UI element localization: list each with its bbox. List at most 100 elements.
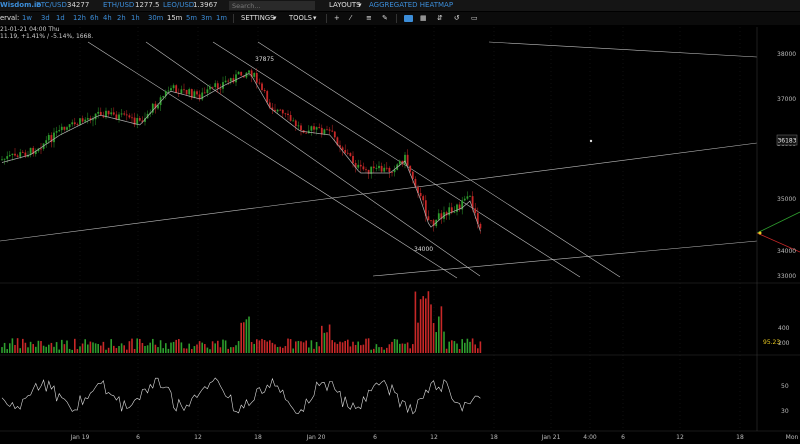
fib-icon[interactable]: ≡ — [366, 14, 372, 22]
window-icon[interactable]: ▭ — [471, 14, 478, 22]
candle-body — [136, 118, 139, 125]
trendline-icon[interactable]: ⁄ — [350, 14, 352, 22]
volume-bar — [209, 349, 211, 353]
heatmap-link[interactable]: AGGREGATED HEATMAP — [369, 1, 454, 9]
volume-bar — [79, 346, 81, 353]
volume-bar — [258, 340, 261, 353]
volume-bar — [32, 344, 34, 353]
candle-body — [232, 78, 235, 83]
time-tick-label: 6 — [621, 434, 625, 441]
interval-12h[interactable]: 12h — [73, 14, 86, 22]
candle-body — [365, 169, 367, 171]
volume-bar — [274, 344, 276, 353]
price-tick-label: 38000 — [777, 51, 796, 58]
volume-bar — [126, 349, 128, 353]
candle-body — [94, 113, 97, 120]
interval-1w[interactable]: 1w — [22, 14, 32, 22]
candle-body — [133, 117, 136, 125]
chevron-down-icon[interactable]: ▾ — [273, 14, 277, 22]
candle-body — [430, 220, 432, 222]
crosshair-icon[interactable]: + — [334, 14, 340, 22]
camera-icon[interactable] — [404, 15, 413, 22]
interval-2h[interactable]: 2h — [117, 14, 126, 22]
ticker-symbol[interactable]: BTC/USD — [36, 1, 67, 9]
interval-1h[interactable]: 1h — [131, 14, 140, 22]
candle-body — [68, 124, 71, 128]
volume-bar — [261, 338, 263, 353]
volume-bar — [406, 342, 409, 353]
settings-menu[interactable]: SETTINGS — [241, 14, 275, 22]
interval-30m[interactable]: 30m — [148, 14, 164, 22]
volume-bar — [14, 344, 16, 353]
candle-body — [63, 126, 66, 130]
candle-body — [297, 125, 300, 127]
volume-bar — [323, 332, 326, 353]
candle-body — [250, 70, 253, 77]
search-input[interactable] — [229, 1, 315, 10]
volume-bar — [318, 346, 320, 353]
volume-bar — [367, 338, 370, 353]
volume-bar — [123, 345, 125, 353]
volume-bar — [352, 341, 354, 353]
reset-icon[interactable]: ↺ — [454, 14, 460, 22]
candle-body — [328, 129, 331, 131]
volume-bar — [456, 343, 458, 353]
ticker-symbol[interactable]: LEO/USD — [163, 1, 195, 9]
volume-bar — [321, 325, 323, 353]
candle-body — [417, 187, 419, 193]
chevron-down-icon[interactable]: ▾ — [358, 1, 362, 9]
interval-1d[interactable]: 1d — [56, 14, 65, 22]
candle-body — [370, 166, 373, 174]
volume-bar — [172, 341, 175, 353]
low-annotation: 34000 — [414, 246, 433, 253]
compare-icon[interactable]: ⇵ — [437, 14, 443, 22]
candle-body — [271, 107, 274, 110]
interval-3m[interactable]: 3m — [201, 14, 212, 22]
volume-bar — [204, 344, 206, 353]
candle-body — [105, 110, 107, 118]
candle-body — [437, 213, 440, 220]
ticker-symbol[interactable]: ETH/USD — [103, 1, 135, 9]
candle-body — [110, 112, 113, 115]
layouts-menu[interactable]: LAYOUTS — [329, 1, 361, 9]
volume-bar — [461, 339, 463, 353]
candle-body — [112, 112, 115, 115]
volume-bar — [256, 339, 258, 353]
volume-bar — [310, 340, 313, 353]
candle-body — [89, 118, 92, 121]
candle-body — [188, 89, 191, 95]
candle-body — [214, 83, 217, 87]
interval-1m[interactable]: 1m — [216, 14, 227, 22]
candle-body — [58, 130, 61, 132]
candle-body — [81, 118, 84, 122]
time-tick-label: Jan 19 — [70, 434, 90, 441]
brand-logo[interactable]: Wisdom.io — [0, 1, 42, 9]
interval-5m[interactable]: 5m — [186, 14, 197, 22]
price-tick-label: 37000 — [777, 96, 796, 103]
tools-menu[interactable]: TOOLS — [289, 14, 312, 22]
interval-6h[interactable]: 6h — [90, 14, 99, 22]
candle-body — [305, 132, 308, 134]
volume-bar — [378, 347, 380, 353]
interval-4h[interactable]: 4h — [103, 14, 112, 22]
grid-icon[interactable]: ▦ — [420, 14, 427, 22]
volume-bar — [412, 344, 414, 353]
candle-body — [138, 118, 141, 121]
volume-bar — [235, 345, 237, 353]
interval-label: erval: — [0, 14, 20, 22]
trend-line — [212, 41, 581, 278]
candle-body — [190, 89, 193, 98]
volume-bar — [401, 343, 404, 353]
volume-bar — [360, 345, 362, 353]
brush-icon[interactable]: ✎ — [382, 14, 388, 22]
chevron-down-icon[interactable]: ▾ — [313, 14, 317, 22]
volume-bar — [180, 342, 183, 353]
chart-toolbar: erval: 1w 3d 1d 12h 6h 4h 2h 1h 30m 15m … — [0, 12, 800, 25]
volume-bar — [365, 338, 367, 353]
interval-15m-active[interactable]: 15m — [167, 14, 183, 22]
price-tick-label: 34000 — [777, 248, 796, 255]
candle-body — [92, 119, 94, 121]
interval-3d[interactable]: 3d — [41, 14, 50, 22]
trend-lines — [0, 41, 800, 279]
